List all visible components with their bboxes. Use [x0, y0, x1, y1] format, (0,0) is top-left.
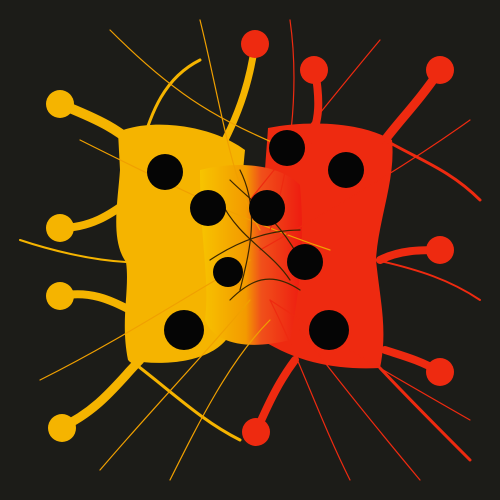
outer-node: [46, 282, 74, 310]
hub-node: [249, 190, 285, 226]
outer-node: [46, 90, 74, 118]
outer-node: [300, 56, 328, 84]
outer-node: [426, 56, 454, 84]
hub-node: [190, 190, 226, 226]
outer-node: [242, 418, 270, 446]
hub-node: [147, 154, 183, 190]
outer-node: [241, 30, 269, 58]
hub-node: [164, 310, 204, 350]
outer-node: [48, 414, 76, 442]
outer-node: [426, 236, 454, 264]
hub-node: [328, 152, 364, 188]
outer-node: [426, 358, 454, 386]
outer-node: [46, 214, 74, 242]
hub-node: [213, 257, 243, 287]
hub-node: [309, 310, 349, 350]
hub-node: [269, 130, 305, 166]
hub-node: [287, 244, 323, 280]
